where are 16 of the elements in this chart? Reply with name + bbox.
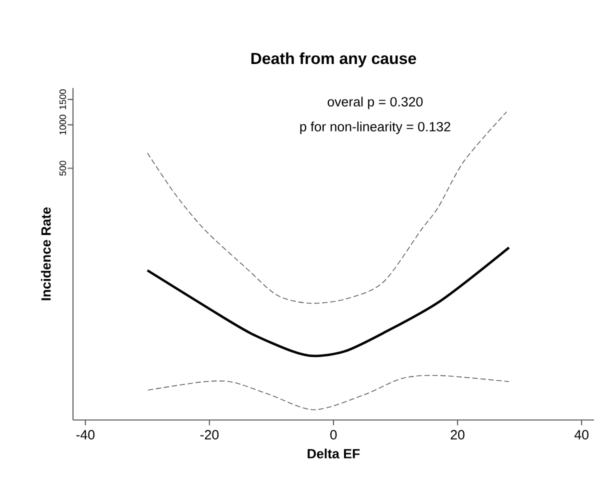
x-tick-label: -20 xyxy=(200,430,219,440)
line-series xyxy=(147,112,507,304)
line-series xyxy=(148,375,510,410)
y-tick-label: 1000 xyxy=(59,114,66,134)
y-tick-label: 500 xyxy=(59,160,66,176)
x-tick-label: 40 xyxy=(574,430,588,440)
x-tick-label: 0 xyxy=(330,430,337,440)
y-tick-label: 1500 xyxy=(59,89,66,110)
annotation: overal p = 0.320 xyxy=(328,96,423,110)
chart-title: Death from any cause xyxy=(251,52,416,68)
line-series xyxy=(146,246,510,358)
x-axis-title: Delta EF xyxy=(308,448,360,458)
x-tick-label: -40 xyxy=(76,430,95,440)
annotation: p for non-linearity = 0.132 xyxy=(300,122,450,134)
y-axis-title: Incidence Rate xyxy=(40,207,51,300)
x-tick-label: 20 xyxy=(450,430,464,440)
